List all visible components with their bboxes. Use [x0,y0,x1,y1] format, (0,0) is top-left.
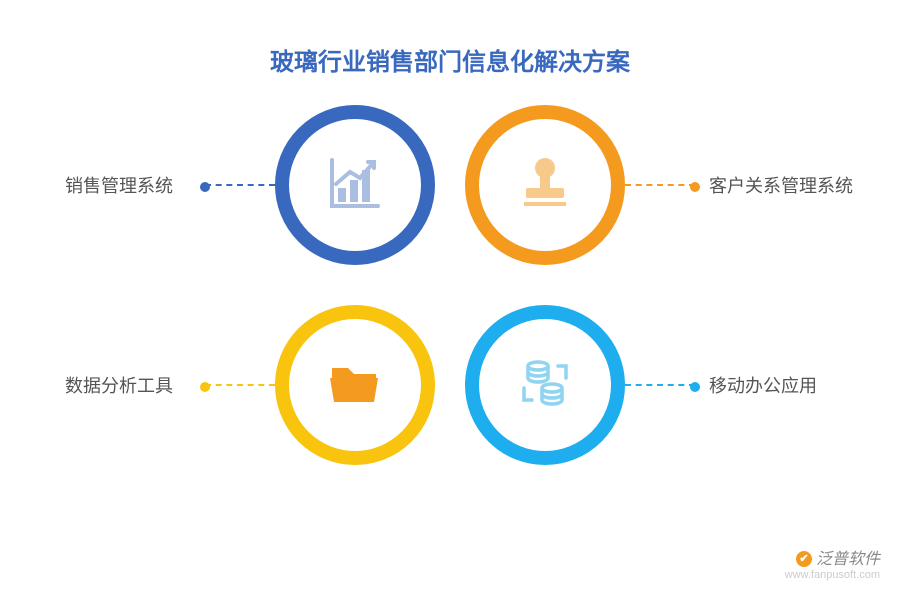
watermark-brand: 泛普软件 [816,550,880,569]
folder-icon [320,348,390,423]
page-title: 玻璃行业销售部门信息化解决方案 [0,42,900,77]
diagram-grid: 销售管理系统 客户关系管理系统数据分析工具 [0,105,900,535]
crm-circle [465,105,625,265]
mobile-dot [690,382,700,392]
database-icon [510,348,580,423]
sales-mgmt-circle [275,105,435,265]
item-sales-mgmt: 销售管理系统 [65,105,435,265]
item-mobile: 移动办公应用 [465,305,817,465]
sales-mgmt-dot [200,182,210,192]
analytics-label: 数据分析工具 [65,372,195,398]
mobile-connector [625,384,695,386]
watermark-url: www.fanpusoft.com [785,569,880,582]
mobile-label: 移动办公应用 [709,372,817,398]
crm-connector [625,184,695,186]
chart-icon [320,148,390,223]
item-crm: 客户关系管理系统 [465,105,853,265]
sales-mgmt-connector [205,184,275,186]
crm-label: 客户关系管理系统 [709,172,853,198]
crm-dot [690,182,700,192]
item-analytics: 数据分析工具 [65,305,435,465]
stamp-icon [510,148,580,223]
analytics-connector [205,384,275,386]
sales-mgmt-label: 销售管理系统 [65,172,195,198]
watermark-logo-icon: ✔ [796,551,812,567]
analytics-dot [200,382,210,392]
mobile-circle [465,305,625,465]
analytics-circle [275,305,435,465]
watermark: ✔ 泛普软件 www.fanpusoft.com [785,550,880,582]
